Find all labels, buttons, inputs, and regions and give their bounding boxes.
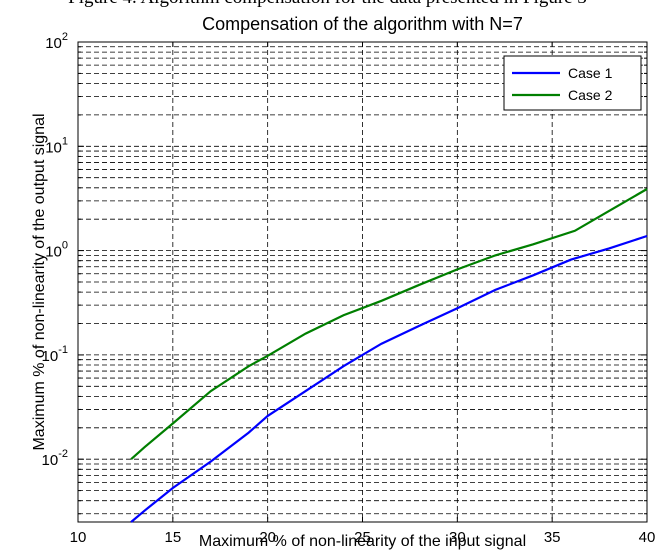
y-tick-label: 10-2: [42, 448, 68, 469]
series-lines: [130, 188, 648, 523]
y-tick-base: 10: [45, 139, 62, 156]
x-tick-label: 20: [259, 529, 276, 546]
x-tick-label: 15: [164, 529, 181, 546]
y-tick-base: 10: [45, 244, 62, 261]
series-line-2: [130, 188, 648, 461]
x-tick-label: 10: [70, 529, 87, 546]
x-tick-label: 40: [639, 529, 655, 546]
x-tick-label: 35: [544, 529, 561, 546]
y-tick-label: 102: [45, 31, 68, 52]
series-line-1: [130, 234, 648, 523]
y-tick-label: 100: [45, 240, 68, 261]
x-tick-label: 30: [449, 529, 466, 546]
grid-lines: [78, 42, 647, 522]
y-tick-exponent: 2: [62, 31, 68, 43]
y-tick-exponent: -1: [58, 344, 68, 356]
x-axis-label: Maximum % of non-linearity of the input …: [199, 533, 526, 550]
legend-box: [503, 55, 642, 111]
legend: Case 1 Case 2: [503, 55, 642, 111]
legend-label: Case 1: [568, 65, 613, 81]
figure-caption: Figure 4. Algorithm compensation for the…: [0, 0, 655, 9]
y-tick-label: 10-1: [42, 344, 68, 365]
y-tick-base: 10: [42, 348, 59, 365]
x-tick-label: 25: [354, 529, 371, 546]
chart-title: Compensation of the algorithm with N=7: [202, 14, 523, 34]
y-tick-base: 10: [45, 35, 62, 52]
legend-label: Case 2: [568, 87, 613, 103]
y-tick-exponent: 0: [62, 240, 68, 252]
y-axis-label: Maximum % of non-linearity of the output…: [31, 113, 48, 450]
y-tick-exponent: -2: [58, 448, 68, 460]
y-tick-base: 10: [42, 452, 59, 469]
y-tick-exponent: 1: [62, 135, 68, 147]
y-tick-label: 101: [45, 135, 68, 156]
